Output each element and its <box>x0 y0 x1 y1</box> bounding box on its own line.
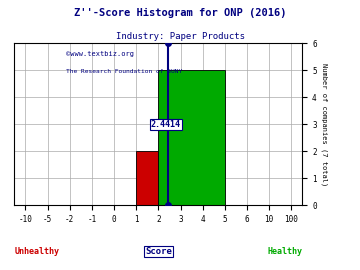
Y-axis label: Number of companies (7 total): Number of companies (7 total) <box>321 63 328 186</box>
Text: Unhealthy: Unhealthy <box>14 247 59 256</box>
Text: ©www.textbiz.org: ©www.textbiz.org <box>66 51 134 57</box>
Text: 2.4414: 2.4414 <box>151 120 181 129</box>
Text: Industry: Paper Products: Industry: Paper Products <box>116 32 244 41</box>
Bar <box>158 70 225 205</box>
Text: The Research Foundation of SUNY: The Research Foundation of SUNY <box>66 69 183 74</box>
Text: Score: Score <box>145 247 172 256</box>
Text: Healthy: Healthy <box>267 247 302 256</box>
Bar <box>136 151 158 205</box>
Text: Z''-Score Histogram for ONP (2016): Z''-Score Histogram for ONP (2016) <box>74 8 286 18</box>
